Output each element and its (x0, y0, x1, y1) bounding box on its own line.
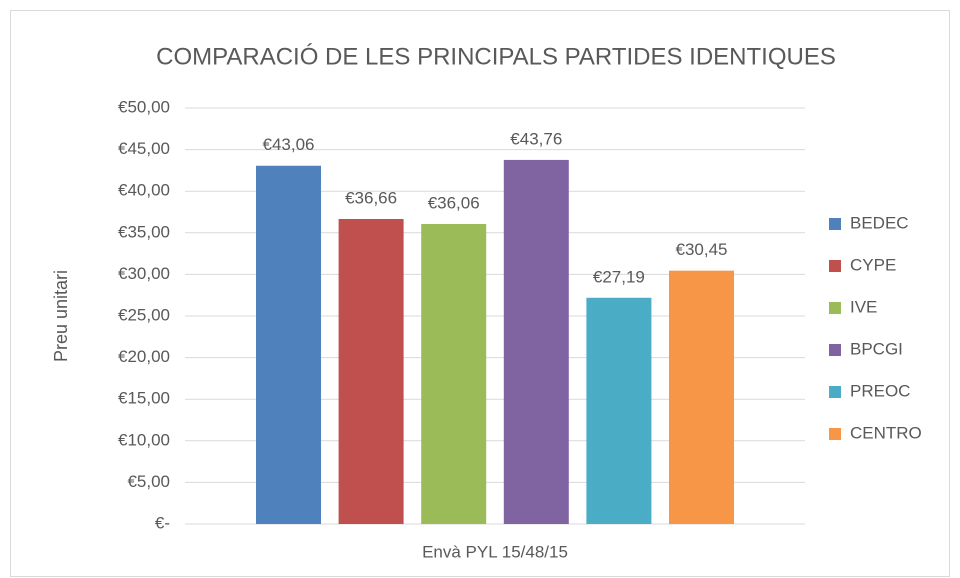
bar (503, 159, 569, 524)
legend-label: IVE (850, 297, 877, 316)
data-label: €36,66 (345, 188, 397, 207)
bar (669, 270, 734, 524)
data-label: €27,19 (593, 267, 645, 286)
chart-title: COMPARACIÓ DE LES PRINCIPALS PARTIDES ID… (156, 43, 836, 70)
legend-label: CENTRO (850, 423, 922, 442)
legend-swatch (829, 386, 841, 398)
data-label: €30,45 (676, 240, 728, 259)
y-tick-label: €25,00 (118, 305, 170, 324)
y-tick-label: €50,00 (118, 97, 170, 116)
y-tick-label: €5,00 (127, 472, 170, 491)
legend-label: CYPE (850, 255, 896, 274)
bar (338, 218, 404, 524)
y-tick-label: €35,00 (118, 222, 170, 241)
bar (586, 297, 652, 524)
x-tick-label: Envà PYL 15/48/15 (422, 542, 568, 561)
y-tick-label: €20,00 (118, 347, 170, 366)
legend-swatch (829, 428, 841, 440)
legend-label: BEDEC (850, 213, 909, 232)
bar (421, 223, 487, 524)
y-tick-label: €40,00 (118, 181, 170, 200)
y-tick-label: €30,00 (118, 264, 170, 283)
y-tick-label: €15,00 (118, 389, 170, 408)
y-tick-label: €- (155, 513, 170, 532)
legend-swatch (829, 218, 841, 230)
legend-swatch (829, 302, 841, 314)
bar (256, 165, 321, 525)
legend-label: BPCGI (850, 339, 903, 358)
data-label: €36,06 (428, 193, 480, 212)
y-axis-title: Preu unitari (51, 270, 71, 362)
y-tick-label: €10,00 (118, 430, 170, 449)
data-label: €43,76 (510, 129, 562, 148)
data-label: €43,06 (263, 135, 315, 154)
y-tick-label: €45,00 (118, 139, 170, 158)
legend-swatch (829, 344, 841, 356)
legend-label: PREOC (850, 381, 910, 400)
legend-swatch (829, 260, 841, 272)
